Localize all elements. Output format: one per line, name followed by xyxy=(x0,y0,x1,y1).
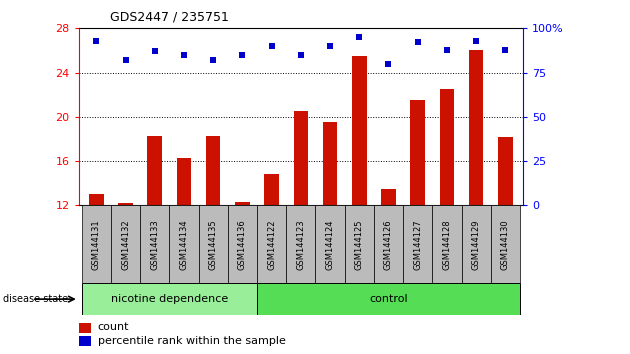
Point xyxy=(120,57,130,63)
Bar xyxy=(235,202,249,205)
Text: GSM144124: GSM144124 xyxy=(326,219,335,269)
Bar xyxy=(323,122,337,205)
Text: GSM144131: GSM144131 xyxy=(92,219,101,270)
Point xyxy=(413,40,423,45)
Text: GDS2447 / 235751: GDS2447 / 235751 xyxy=(110,11,229,24)
Point xyxy=(354,34,364,40)
Text: GSM144130: GSM144130 xyxy=(501,219,510,270)
Text: GSM144127: GSM144127 xyxy=(413,219,422,270)
Point xyxy=(150,48,160,54)
Bar xyxy=(140,205,169,283)
Bar xyxy=(491,205,520,283)
Bar xyxy=(111,205,140,283)
Bar xyxy=(498,137,513,205)
Bar xyxy=(89,194,103,205)
Point xyxy=(296,52,306,58)
Text: count: count xyxy=(98,322,129,332)
Text: nicotine dependence: nicotine dependence xyxy=(111,294,228,304)
Text: GSM144125: GSM144125 xyxy=(355,219,364,269)
Point xyxy=(91,38,101,44)
Bar xyxy=(381,189,396,205)
Point xyxy=(500,47,510,52)
Bar xyxy=(206,136,220,205)
Text: GSM144132: GSM144132 xyxy=(121,219,130,270)
Text: percentile rank within the sample: percentile rank within the sample xyxy=(98,336,285,346)
Point xyxy=(384,61,394,67)
Point xyxy=(442,47,452,52)
Text: GSM144128: GSM144128 xyxy=(442,219,452,270)
Bar xyxy=(469,50,483,205)
Bar xyxy=(410,100,425,205)
Text: GSM144123: GSM144123 xyxy=(296,219,306,270)
Bar xyxy=(462,205,491,283)
Bar xyxy=(118,203,133,205)
Point xyxy=(325,43,335,49)
Text: GSM144122: GSM144122 xyxy=(267,219,276,269)
Bar xyxy=(403,205,432,283)
Text: GSM144126: GSM144126 xyxy=(384,219,393,270)
Point xyxy=(238,52,248,58)
Bar xyxy=(257,205,286,283)
Bar xyxy=(147,136,162,205)
Bar xyxy=(286,205,316,283)
Text: control: control xyxy=(369,294,408,304)
Bar xyxy=(228,205,257,283)
Bar xyxy=(265,174,279,205)
Bar xyxy=(198,205,228,283)
Text: GSM144129: GSM144129 xyxy=(472,219,481,269)
Bar xyxy=(352,56,367,205)
Text: GSM144136: GSM144136 xyxy=(238,219,247,270)
Bar xyxy=(374,205,403,283)
Text: GSM144135: GSM144135 xyxy=(209,219,217,270)
Bar xyxy=(316,205,345,283)
Text: disease state: disease state xyxy=(3,294,68,304)
Point xyxy=(208,57,218,63)
Bar xyxy=(169,205,198,283)
Bar xyxy=(79,322,91,333)
Point xyxy=(471,38,481,44)
Bar xyxy=(82,205,111,283)
Bar xyxy=(176,158,192,205)
Bar xyxy=(82,283,257,315)
Point xyxy=(266,43,277,49)
Bar xyxy=(294,111,308,205)
Bar xyxy=(257,283,520,315)
Point xyxy=(179,52,189,58)
Bar xyxy=(345,205,374,283)
Bar xyxy=(432,205,462,283)
Text: GSM144134: GSM144134 xyxy=(180,219,188,270)
Bar xyxy=(440,89,454,205)
Text: GSM144133: GSM144133 xyxy=(150,219,159,270)
Bar xyxy=(79,336,91,347)
